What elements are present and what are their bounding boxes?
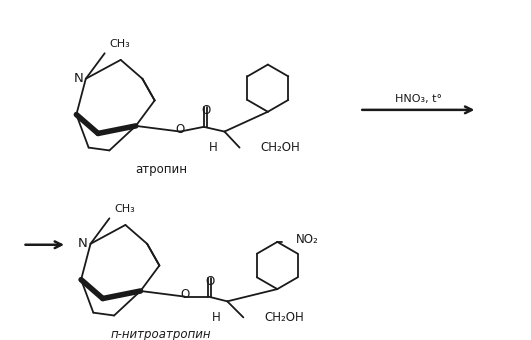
Text: HNO₃, t°: HNO₃, t°	[395, 94, 442, 104]
Text: O: O	[180, 288, 190, 301]
Text: CH₂OH: CH₂OH	[260, 141, 300, 154]
Text: NO₂: NO₂	[296, 233, 319, 245]
Text: H: H	[211, 311, 220, 324]
Text: O: O	[205, 275, 215, 288]
Text: H: H	[209, 141, 218, 154]
Text: п-нитроатропин: п-нитроатропин	[111, 328, 211, 340]
Text: N: N	[78, 237, 88, 250]
Text: CH₃: CH₃	[109, 38, 130, 49]
Text: N: N	[73, 72, 83, 85]
Text: O: O	[201, 104, 210, 117]
Text: CH₃: CH₃	[114, 204, 135, 214]
Text: атропин: атропин	[135, 163, 187, 176]
Text: CH₂OH: CH₂OH	[264, 311, 304, 324]
Text: O: O	[176, 123, 185, 136]
